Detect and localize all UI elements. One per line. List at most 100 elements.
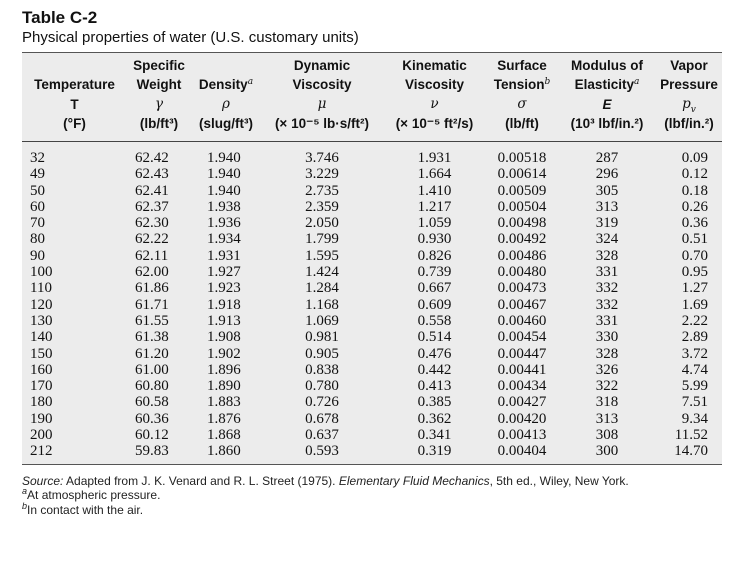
table-cell: 150 [30, 345, 53, 362]
table-cell: 1.936 [207, 215, 241, 232]
table-cell: 0.00460 [497, 312, 547, 329]
table-cell: 0.593 [305, 443, 339, 460]
table-cell: 62.43 [135, 166, 169, 183]
properties-table: Specific Dynamic Kinematic Surface Modul… [22, 53, 722, 464]
table-cell: 1.931 [417, 150, 452, 166]
table-cell: 1.284 [305, 280, 339, 297]
header-row-1: Specific Dynamic Kinematic Surface Modul… [22, 53, 722, 75]
header-1-3: Dynamic [293, 58, 351, 73]
table-cell: 130 [30, 312, 53, 329]
header-2-1: Weight [127, 75, 191, 94]
symbol-vapor: pv [656, 94, 722, 114]
table-cell: 0.362 [417, 410, 452, 427]
table-cell: 1.934 [207, 231, 241, 248]
table-cell: 170 [30, 378, 53, 395]
table-cell: 324 [595, 231, 619, 248]
table-cell: 140 [30, 329, 53, 346]
symbol-mu: μ [317, 96, 327, 112]
table-cell: 1.927 [207, 264, 241, 281]
table-row: 32 62.42 1.940 3.746 1.931 0.00518 287 0.09 [22, 142, 722, 167]
table-cell: 32 [30, 150, 45, 166]
symbol-E: E [602, 96, 612, 112]
footnote-a: aAt atmospheric pressure. [22, 486, 722, 503]
table-cell: 61.38 [135, 329, 169, 346]
table-cell: 100 [30, 264, 53, 281]
unit-vapor-pressure: (lbf/in.²) [656, 114, 722, 142]
table-cell: 1.913 [207, 312, 241, 329]
table-cell: 0.00504 [497, 198, 547, 215]
header-1-6: Modulus of [571, 58, 643, 73]
symbol-rho: ρ [222, 96, 230, 112]
table-cell: 0.00467 [497, 296, 547, 313]
table-row: 120 61.71 1.918 1.168 0.609 0.00467 332 1.69 [22, 297, 722, 313]
table-cell: 1.27 [681, 280, 708, 297]
table-cell: 1.938 [207, 198, 241, 215]
footnote-b-text: In contact with the air. [27, 502, 144, 517]
table-cell: 0.739 [417, 264, 452, 281]
table-cell: 120 [30, 296, 53, 313]
header-2-3: Viscosity [261, 75, 383, 94]
table-cell: 190 [30, 410, 53, 427]
table-cell: 2.735 [305, 182, 339, 199]
symbol-kinematic: ν [383, 94, 486, 114]
table-row: 150 61.20 1.902 0.905 0.476 0.00447 328 3.72 [22, 346, 722, 362]
table-cell: 160 [30, 361, 53, 378]
table-cell: 5.99 [681, 378, 708, 395]
table-cell: 1.876 [207, 410, 241, 427]
table-cell: 90 [30, 247, 45, 264]
table-row: 100 62.00 1.927 1.424 0.739 0.00480 331 0.95 [22, 264, 722, 280]
header-1-0 [22, 53, 127, 75]
table-cell: 49 [30, 166, 45, 183]
table-row: 130 61.55 1.913 1.069 0.558 0.00460 331 2.22 [22, 313, 722, 329]
table-cell: 0.413 [417, 378, 452, 395]
table-cell: 1.664 [417, 166, 452, 183]
footnote-b-mark: b [22, 500, 28, 511]
table-row: 90 62.11 1.931 1.595 0.826 0.00486 328 0.70 [22, 248, 722, 264]
table-cell: 0.00473 [497, 280, 547, 297]
table-cell: 1.923 [207, 280, 241, 297]
label-dynamic-viscosity: Viscosity [292, 77, 352, 92]
table-cell: 0.476 [417, 345, 452, 362]
table-cell: 313 [595, 198, 619, 215]
table-row: 50 62.41 1.940 2.735 1.410 0.00509 305 0.18 [22, 183, 722, 199]
symbol-T: T [70, 96, 79, 112]
table-cell: 330 [595, 329, 619, 346]
table-cell: 300 [595, 443, 619, 460]
header-1-4: Kinematic [402, 58, 467, 73]
table-container: Table C-2 Physical properties of water (… [22, 8, 722, 517]
unit-temperature: (°F) [22, 114, 127, 142]
table-cell: 0.00420 [497, 410, 547, 427]
footnote-mark-density: a [247, 76, 254, 87]
table-cell: 0.00427 [497, 394, 547, 411]
table-cell: 0.00404 [497, 443, 547, 460]
label-modulus: Elasticity [574, 77, 634, 92]
header-2-0: Temperature [22, 75, 127, 94]
table-body: 32 62.42 1.940 3.746 1.931 0.00518 287 0.09 49 62… [22, 142, 722, 464]
header-1-2 [191, 53, 261, 75]
symbol-tension: σ [486, 94, 558, 114]
header-1-5: Surface [497, 58, 547, 73]
table-cell: 0.00480 [497, 264, 547, 281]
table-cell: 80 [30, 231, 45, 248]
table-cell: 62.22 [135, 231, 169, 248]
footnote-a-mark: a [22, 486, 28, 497]
table-row: 80 62.22 1.934 1.799 0.930 0.00492 324 0.51 [22, 231, 722, 247]
header-2-4: Viscosity [383, 75, 486, 94]
table-cell: 1.940 [207, 150, 241, 166]
table-row: 212 59.83 1.860 0.593 0.319 0.00404 300 14.70 [22, 443, 722, 463]
table-cell: 1.799 [305, 231, 339, 248]
table-cell: 0.00447 [497, 345, 547, 362]
table-cell: 1.860 [207, 443, 241, 460]
table-cell: 3.229 [305, 166, 339, 183]
table-cell: 328 [595, 247, 619, 264]
table-cell: 0.442 [417, 361, 452, 378]
table-id: Table C-2 [22, 8, 98, 27]
table-row: 170 60.80 1.890 0.780 0.413 0.00434 322 5.99 [22, 378, 722, 394]
table-cell: 0.00492 [497, 231, 547, 248]
table-cell: 1.940 [207, 182, 241, 199]
table-cell: 62.30 [135, 215, 169, 232]
table-cell: 0.00413 [497, 427, 547, 444]
label-density: Density [198, 77, 248, 92]
table-cell: 60.58 [135, 394, 169, 411]
table-caption: Physical properties of water (U.S. custo… [22, 29, 359, 46]
